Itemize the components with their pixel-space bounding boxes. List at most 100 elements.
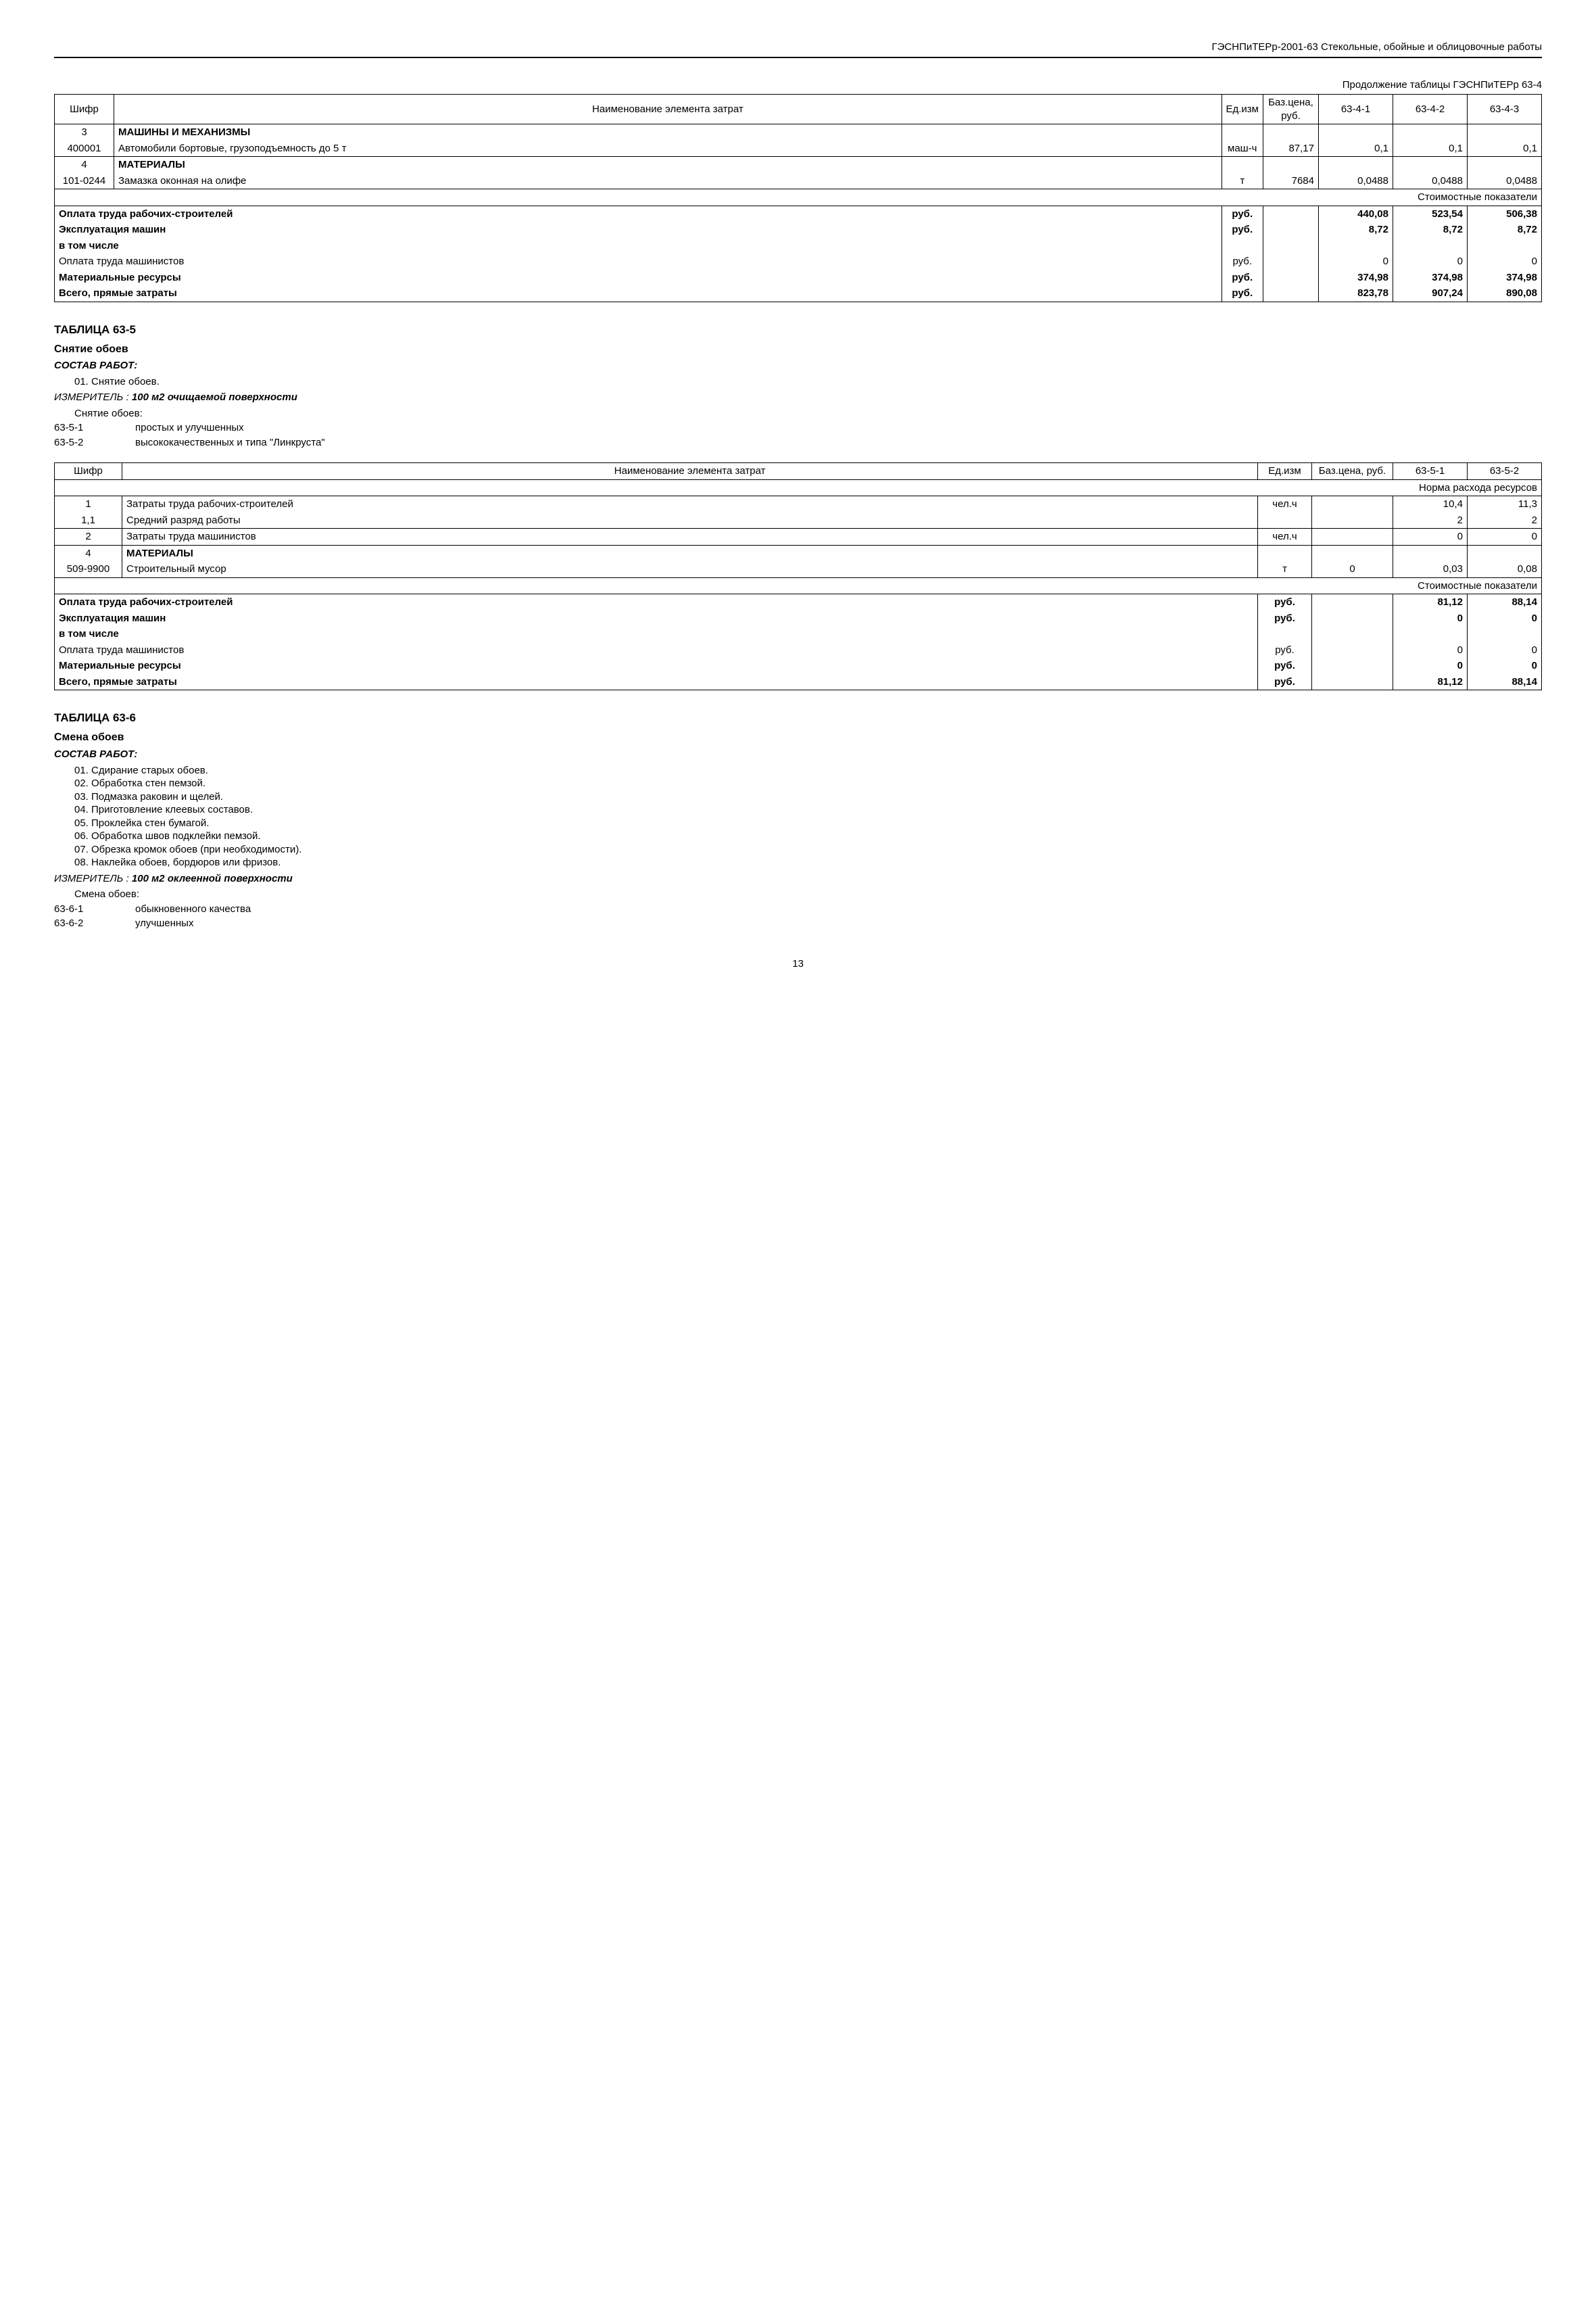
cell: 374,98 xyxy=(1319,270,1393,286)
table-row: 4 МАТЕРИАЛЫ xyxy=(55,157,1542,173)
cell: 509-9900 xyxy=(55,561,122,577)
cost-row: в том числе xyxy=(55,238,1542,254)
composition-list: 01. Снятие обоев. xyxy=(54,375,1542,389)
code-id: 63-6-2 xyxy=(54,917,135,930)
cell: Оплата труда рабочих-строителей xyxy=(55,206,1222,222)
col-6352: 63-5-2 xyxy=(1468,463,1542,480)
cell: руб. xyxy=(1222,285,1263,302)
cell: в том числе xyxy=(55,238,1222,254)
measurer-value: 100 м2 очищаемой поверхности xyxy=(132,391,297,403)
cell xyxy=(1263,238,1319,254)
cost-row: Оплата труда машинистов руб. 0 0 xyxy=(55,642,1542,659)
cell: Автомобили бортовые, грузоподъемность до… xyxy=(114,141,1222,157)
cell xyxy=(1393,626,1468,642)
cell: 890,08 xyxy=(1468,285,1542,302)
cell: 0,08 xyxy=(1468,561,1542,577)
cell: Всего, прямые затраты xyxy=(55,285,1222,302)
cell xyxy=(1222,157,1263,173)
cell: руб. xyxy=(1222,254,1263,270)
composition-item: 08. Наклейка обоев, бордюров или фризов. xyxy=(74,856,1542,869)
cell xyxy=(1263,285,1319,302)
cell: 87,17 xyxy=(1263,141,1319,157)
cell: 0 xyxy=(1468,611,1542,627)
col-shifr: Шифр xyxy=(55,463,122,480)
cell xyxy=(1263,254,1319,270)
table-row: 2 Затраты труда машинистов чел.ч 0 0 xyxy=(55,529,1542,546)
cell xyxy=(1263,222,1319,238)
cost-row: Материальные ресурсы руб. 0 0 xyxy=(55,658,1542,674)
cell: Замазка оконная на олифе xyxy=(114,173,1222,189)
measurer-label: ИЗМЕРИТЕЛЬ : xyxy=(54,873,132,884)
cell: руб. xyxy=(1258,658,1312,674)
cell: МАТЕРИАЛЫ xyxy=(114,157,1222,173)
cell: 81,12 xyxy=(1393,594,1468,611)
cell: 101-0244 xyxy=(55,173,114,189)
code-list: Снятие обоев: 63-5-1простых и улучшенных… xyxy=(54,407,1542,450)
cell: руб. xyxy=(1258,642,1312,659)
table-row: 4 МАТЕРИАЛЫ xyxy=(55,545,1542,561)
cell: Строительный мусор xyxy=(122,561,1258,577)
page-header: ГЭСНПиТЕРр-2001-63 Стекольные, обойные и… xyxy=(54,41,1542,58)
cost-row: Эксплуатация машин руб. 0 0 xyxy=(55,611,1542,627)
cell: 10,4 xyxy=(1393,496,1468,512)
cell: 11,3 xyxy=(1468,496,1542,512)
cell: 0 xyxy=(1312,561,1393,577)
cell xyxy=(1468,157,1542,173)
cell: 8,72 xyxy=(1468,222,1542,238)
continuation-label: Продолжение таблицы ГЭСНПиТЕРр 63-4 xyxy=(54,78,1542,92)
composition-item: 01. Снятие обоев. xyxy=(74,375,1542,389)
col-price: Баз.цена, руб. xyxy=(1263,95,1319,124)
cell xyxy=(1312,626,1393,642)
col-name: Наименование элемента затрат xyxy=(122,463,1258,480)
cost-row: Оплата труда машинистов руб. 0 0 0 xyxy=(55,254,1542,270)
cell: 0,1 xyxy=(1319,141,1393,157)
table-row: 101-0244 Замазка оконная на олифе т 7684… xyxy=(55,173,1542,189)
banner-row: Норма расхода ресурсов xyxy=(55,479,1542,496)
table-header-row: Шифр Наименование элемента затрат Ед.изм… xyxy=(55,95,1542,124)
cell xyxy=(1312,611,1393,627)
cell: Оплата труда рабочих-строителей xyxy=(55,594,1258,611)
cell xyxy=(1468,545,1542,561)
composition-item: 02. Обработка стен пемзой. xyxy=(74,777,1542,790)
cell: Средний разряд работы xyxy=(122,512,1258,529)
cell: 2 xyxy=(55,529,122,546)
cell: в том числе xyxy=(55,626,1258,642)
cell xyxy=(1393,545,1468,561)
cell: МАШИНЫ И МЕХАНИЗМЫ xyxy=(114,124,1222,141)
cell: руб. xyxy=(1258,674,1312,690)
measurer-label: ИЗМЕРИТЕЛЬ : xyxy=(54,391,132,403)
table-row: 509-9900 Строительный мусор т 0 0,03 0,0… xyxy=(55,561,1542,577)
banner-row: Стоимостные показатели xyxy=(55,189,1542,206)
cell: руб. xyxy=(1222,206,1263,222)
cell xyxy=(1393,238,1468,254)
cell: 1,1 xyxy=(55,512,122,529)
composition-item: 04. Приготовление клеевых составов. xyxy=(74,803,1542,817)
cell xyxy=(1312,496,1393,512)
code-desc: улучшенных xyxy=(135,917,193,930)
composition-item: 06. Обработка швов подклейки пемзой. xyxy=(74,830,1542,843)
table-63-5: Шифр Наименование элемента затрат Ед.изм… xyxy=(54,462,1542,690)
composition-item: 03. Подмазка раковин и щелей. xyxy=(74,790,1542,804)
cell: 0 xyxy=(1393,529,1468,546)
cell xyxy=(1312,642,1393,659)
col-shifr: Шифр xyxy=(55,95,114,124)
cell: т xyxy=(1258,561,1312,577)
col-6343: 63-4-3 xyxy=(1468,95,1542,124)
cell: Всего, прямые затраты xyxy=(55,674,1258,690)
cell: МАТЕРИАЛЫ xyxy=(122,545,1258,561)
table-63-4: Шифр Наименование элемента затрат Ед.изм… xyxy=(54,94,1542,302)
cell: руб. xyxy=(1258,611,1312,627)
col-unit: Ед.изм xyxy=(1258,463,1312,480)
cell: Материальные ресурсы xyxy=(55,658,1258,674)
cell: 506,38 xyxy=(1468,206,1542,222)
cell: руб. xyxy=(1222,222,1263,238)
cell: руб. xyxy=(1222,270,1263,286)
composition-item: 01. Сдирание старых обоев. xyxy=(74,764,1542,778)
banner: Норма расхода ресурсов xyxy=(55,479,1542,496)
cell xyxy=(1312,594,1393,611)
table-row: 400001 Автомобили бортовые, грузоподъемн… xyxy=(55,141,1542,157)
cell: 1 xyxy=(55,496,122,512)
cell: 2 xyxy=(1393,512,1468,529)
subtitle-635: Снятие обоев xyxy=(54,343,1542,357)
cell xyxy=(1222,124,1263,141)
